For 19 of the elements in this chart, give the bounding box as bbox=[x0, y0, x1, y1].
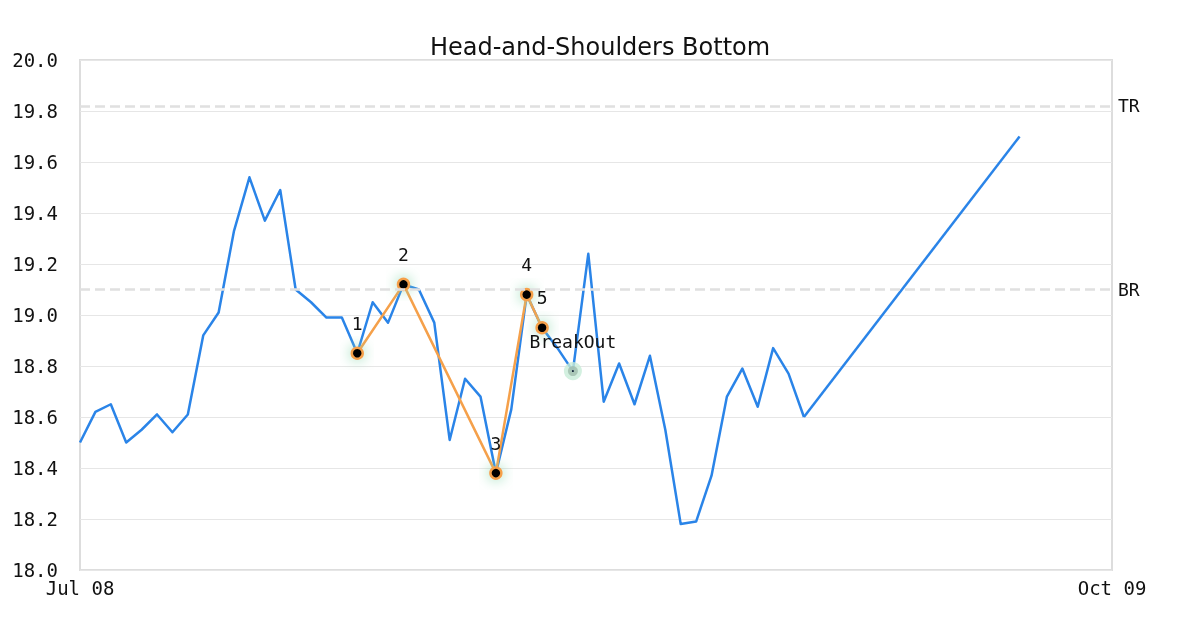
annotation: 1 bbox=[351, 312, 363, 334]
x-tick-label: Oct 09 bbox=[1077, 576, 1147, 599]
y-tick-label: 19.6 bbox=[12, 151, 58, 173]
y-tick-label: 18.8 bbox=[12, 355, 58, 377]
annotation: 2 bbox=[398, 243, 409, 265]
y-tick-label: 18.2 bbox=[12, 508, 58, 530]
y-tick-label: 20.0 bbox=[12, 49, 58, 71]
annotation: 5 bbox=[536, 287, 548, 309]
y-tick-label: 19.0 bbox=[12, 304, 58, 326]
ref-line-label: BR bbox=[1118, 279, 1140, 300]
y-tick-label: 18.4 bbox=[12, 457, 58, 479]
y-tick-label: 19.8 bbox=[12, 100, 58, 122]
y-tick-label: 18.6 bbox=[12, 406, 58, 428]
y-tick-label: 19.4 bbox=[12, 202, 58, 224]
chart-title: Head-and-Shoulders Bottom bbox=[429, 33, 771, 61]
annotation: 4 bbox=[521, 254, 533, 276]
ref-line-label: TR bbox=[1118, 95, 1140, 117]
annotation: 3 bbox=[490, 432, 502, 454]
y-tick-label: 19.2 bbox=[12, 253, 58, 275]
